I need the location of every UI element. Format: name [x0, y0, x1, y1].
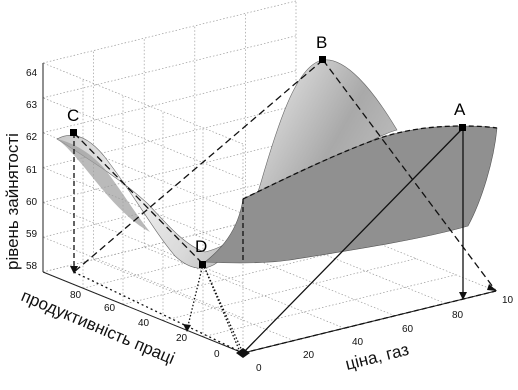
grid-line	[42, 139, 297, 203]
surface-shade-left	[57, 139, 150, 232]
x-tick-label: 40	[352, 337, 364, 348]
z-tick-label: 60	[26, 197, 38, 208]
line-d-to-origin-2	[186, 263, 204, 331]
surface-front-sheet	[204, 125, 498, 264]
y-ticks: 80 60 40 20 0	[70, 290, 220, 360]
grid-line	[144, 246, 345, 329]
grid-line	[42, 202, 244, 284]
point-d-label: D	[195, 237, 207, 256]
line-b-to-floor-right	[322, 59, 497, 292]
z-tick-label: 62	[26, 132, 38, 143]
line-floor-c-to-origin	[73, 271, 244, 354]
y-axis-floor-line	[42, 271, 244, 354]
grid-line	[42, 236, 244, 319]
grid-line	[42, 174, 297, 238]
y-tick-label: 20	[176, 333, 188, 344]
arrowheads	[70, 266, 497, 358]
z-tick-label: 58	[26, 261, 38, 272]
y-tick-label: 60	[104, 303, 116, 314]
point-b-marker	[319, 56, 326, 63]
x-tick-label: 80	[452, 310, 464, 321]
grid-line	[93, 259, 294, 341]
point-c-marker	[70, 129, 77, 136]
surface-far-lobe	[56, 59, 398, 269]
arrowhead-a-drop	[459, 292, 467, 300]
grid-line	[42, 97, 244, 180]
point-c-label: C	[67, 106, 79, 125]
arrowhead-origin	[236, 348, 250, 358]
point-markers	[70, 56, 466, 268]
z-axis-title: рівень зайнятості	[3, 133, 22, 270]
grid-line	[42, 62, 244, 145]
line-c-to-d	[73, 132, 204, 265]
grid-line	[42, 0, 297, 64]
line-a-to-origin	[242, 127, 464, 354]
x-tick-label: 10	[502, 295, 514, 306]
point-a-marker	[459, 124, 466, 131]
surface	[56, 59, 498, 269]
surface-ridge	[242, 125, 498, 200]
grid-line	[42, 70, 297, 134]
y-tick-label: 0	[214, 349, 220, 360]
arrowhead-c-drop	[70, 266, 78, 274]
z-tick-label: 64	[26, 68, 38, 79]
x-ticks: 0 20 40 60 80 10	[256, 295, 514, 374]
y-tick-label: 80	[70, 290, 82, 301]
grid-line	[42, 35, 297, 99]
z-tick-label: 61	[26, 165, 38, 176]
grid-line	[202, 274, 457, 338]
guide-lines	[73, 59, 497, 354]
z-tick-label: 63	[26, 100, 38, 111]
arrowhead-d-left	[183, 324, 191, 332]
arrowhead-b-right	[487, 284, 497, 291]
x-tick-label: 60	[402, 324, 414, 335]
z-tick-label: 59	[26, 229, 38, 240]
z-ticks: 58 59 60 61 62 63 64	[26, 68, 38, 272]
point-b-label: B	[316, 33, 327, 52]
point-a-label: A	[454, 100, 466, 119]
y-axis-title: продуктивність праці	[18, 286, 177, 368]
grid-line	[42, 167, 244, 249]
point-d-marker	[199, 261, 206, 268]
line-origin-to-right	[242, 290, 497, 354]
y-tick-label: 40	[138, 318, 150, 329]
grid-line	[162, 258, 417, 321]
x-tick-label: 20	[303, 350, 315, 361]
line-d-to-origin-1	[202, 263, 244, 354]
x-tick-label: 0	[256, 363, 262, 374]
